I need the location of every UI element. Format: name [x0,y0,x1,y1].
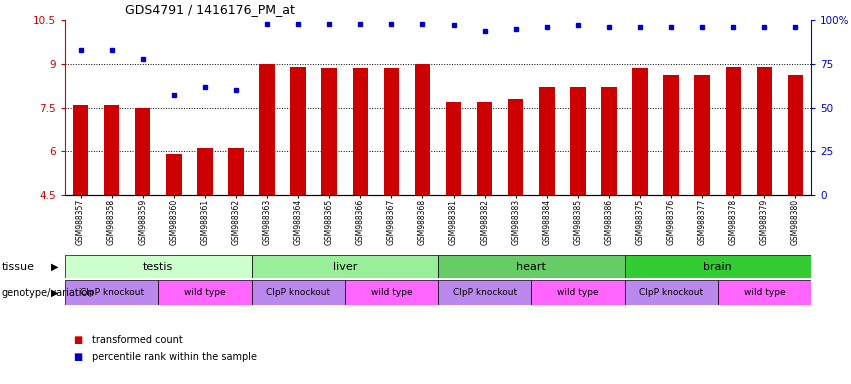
Text: heart: heart [517,262,546,271]
Bar [726,67,741,195]
Text: ■: ■ [73,335,83,345]
Text: ▶: ▶ [51,262,58,271]
Bar [438,255,625,278]
Text: ClpP knockout: ClpP knockout [453,288,517,297]
Bar [531,280,625,305]
Text: wild type: wild type [184,288,226,297]
Bar [158,280,252,305]
Bar [694,75,710,195]
Bar [65,255,252,278]
Text: ClpP knockout: ClpP knockout [266,288,330,297]
Text: transformed count: transformed count [92,335,183,345]
Bar [788,75,803,195]
Text: ClpP knockout: ClpP knockout [639,288,703,297]
Text: ▶: ▶ [51,288,58,298]
Bar [104,104,119,195]
Text: ClpP knockout: ClpP knockout [79,288,144,297]
Bar [438,280,531,305]
Text: wild type: wild type [370,288,412,297]
Bar [477,102,493,195]
Bar [625,255,811,278]
Text: GDS4791 / 1416176_PM_at: GDS4791 / 1416176_PM_at [124,3,294,16]
Bar [414,64,431,195]
Bar [446,102,461,195]
Bar [352,68,368,195]
Text: wild type: wild type [557,288,599,297]
Bar [73,104,89,195]
Text: wild type: wild type [744,288,785,297]
Bar [345,280,438,305]
Text: tissue: tissue [2,262,35,271]
Bar [384,68,399,195]
Text: percentile rank within the sample: percentile rank within the sample [92,352,257,362]
Text: genotype/variation: genotype/variation [2,288,94,298]
Text: testis: testis [143,262,174,271]
Text: ■: ■ [73,352,83,362]
Text: liver: liver [333,262,357,271]
Bar [135,108,151,195]
Bar [625,280,717,305]
Bar [252,280,345,305]
Bar [717,280,811,305]
Bar [539,87,555,195]
Bar [166,154,181,195]
Bar [601,87,617,195]
Bar [197,148,213,195]
Bar [508,99,523,195]
Bar [322,68,337,195]
Bar [65,280,158,305]
Bar [757,67,772,195]
Bar [663,75,679,195]
Bar [632,68,648,195]
Bar [228,148,243,195]
Text: brain: brain [704,262,732,271]
Bar [252,255,438,278]
Bar [290,67,306,195]
Bar [570,87,585,195]
Bar [260,64,275,195]
